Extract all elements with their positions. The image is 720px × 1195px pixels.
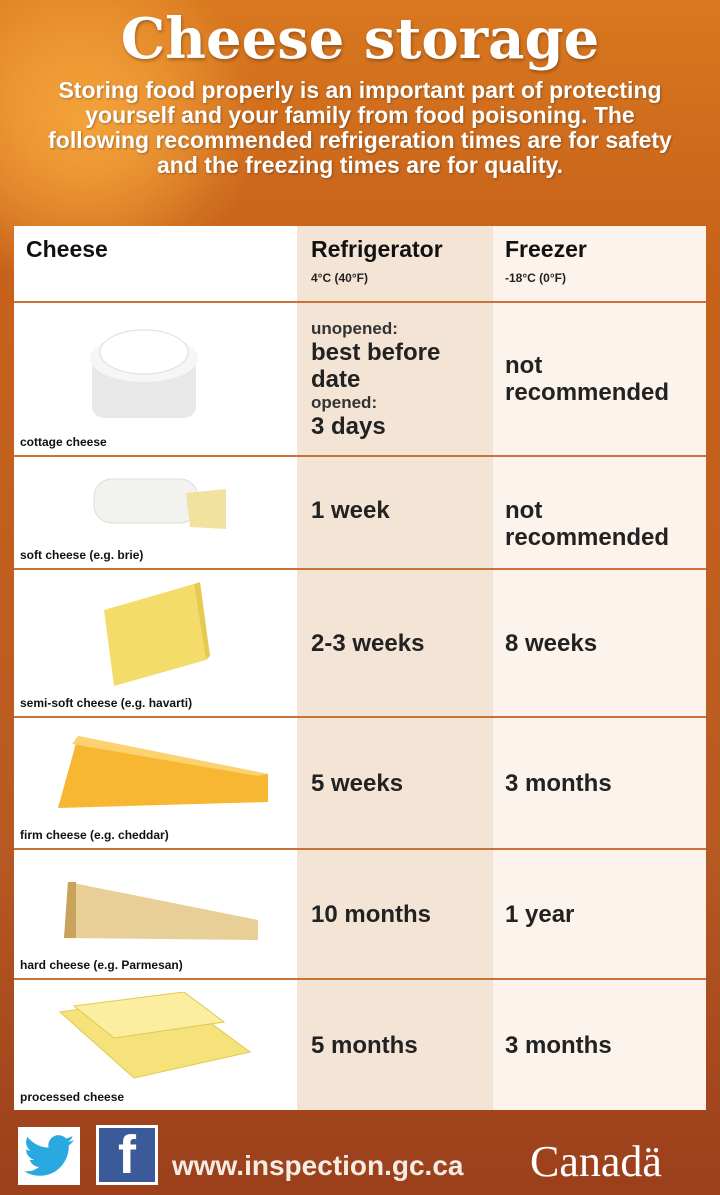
table-row: firm cheese (e.g. cheddar) 5 weeks 3 mon…	[14, 718, 706, 850]
page-title: Cheese storage	[120, 6, 600, 72]
fridge-value: 5 months	[311, 1031, 418, 1059]
fridge-value: 10 months	[311, 900, 432, 928]
fridge-value: 5 weeks	[311, 769, 404, 797]
storage-table: Cheese Refrigerator 4°C (40°F) Freezer -18…	[14, 226, 706, 1110]
processed-cheese-image	[58, 992, 252, 1079]
twitter-icon[interactable]	[18, 1127, 80, 1185]
freezer-value: 3 months	[505, 1031, 612, 1059]
intro-text: Storing food properly is an important pa…	[48, 77, 672, 178]
website-link[interactable]: www.inspection.gc.ca	[172, 1150, 464, 1181]
freezer-value: 3 months	[505, 769, 612, 797]
cheese-label: firm cheese (e.g. cheddar)	[20, 828, 169, 842]
table-header: Cheese Refrigerator 4°C (40°F) Freezer -18…	[14, 226, 706, 303]
cheddar-image	[58, 736, 268, 808]
unopened-label: unopened:	[311, 318, 398, 338]
cheese-label: semi-soft cheese (e.g. havarti)	[20, 696, 193, 710]
header-fridge: Refrigerator	[311, 236, 443, 262]
canada-wordmark: Canadä	[530, 1137, 662, 1186]
header-freezer: Freezer	[505, 236, 587, 262]
cheese-label: processed cheese	[20, 1090, 125, 1104]
table-row: processed cheese 5 months 3 months	[14, 980, 706, 1110]
cheese-label: soft cheese (e.g. brie)	[20, 548, 144, 562]
brie-image	[93, 478, 226, 529]
cottage-cheese-image	[90, 329, 198, 418]
fridge-value: 2-3 weeks	[311, 629, 425, 657]
table-row: cottage cheese unopened: best before dat…	[14, 303, 706, 457]
cheese-label: cottage cheese	[20, 435, 107, 449]
freezer-value: 8 weeks	[505, 629, 598, 657]
fridge-opened-value: 3 days	[311, 412, 386, 440]
opened-label: opened:	[311, 392, 378, 412]
footer: f www.inspection.gc.ca Canadä	[0, 1122, 720, 1195]
fridge-unopened-value: best before date	[311, 338, 441, 393]
table-row: hard cheese (e.g. Parmesan) 10 months 1 …	[14, 850, 706, 980]
freezer-temp: -18°C (0°F)	[505, 271, 566, 285]
table-row: semi-soft cheese (e.g. havarti) 2-3 week…	[14, 570, 706, 718]
cheese-label: hard cheese (e.g. Parmesan)	[20, 958, 183, 972]
freezer-value: 1 year	[505, 900, 575, 928]
havarti-image	[104, 582, 210, 686]
freezer-value: not recommended	[505, 352, 670, 406]
header-cheese: Cheese	[26, 236, 108, 262]
facebook-icon[interactable]: f	[96, 1125, 158, 1185]
fridge-value: 1 week	[311, 497, 390, 524]
freezer-value: not recommended	[505, 497, 670, 551]
table-row: soft cheese (e.g. brie) 1 week not recom…	[14, 457, 706, 570]
parmesan-image	[64, 882, 258, 940]
fridge-temp: 4°C (40°F)	[311, 271, 368, 285]
